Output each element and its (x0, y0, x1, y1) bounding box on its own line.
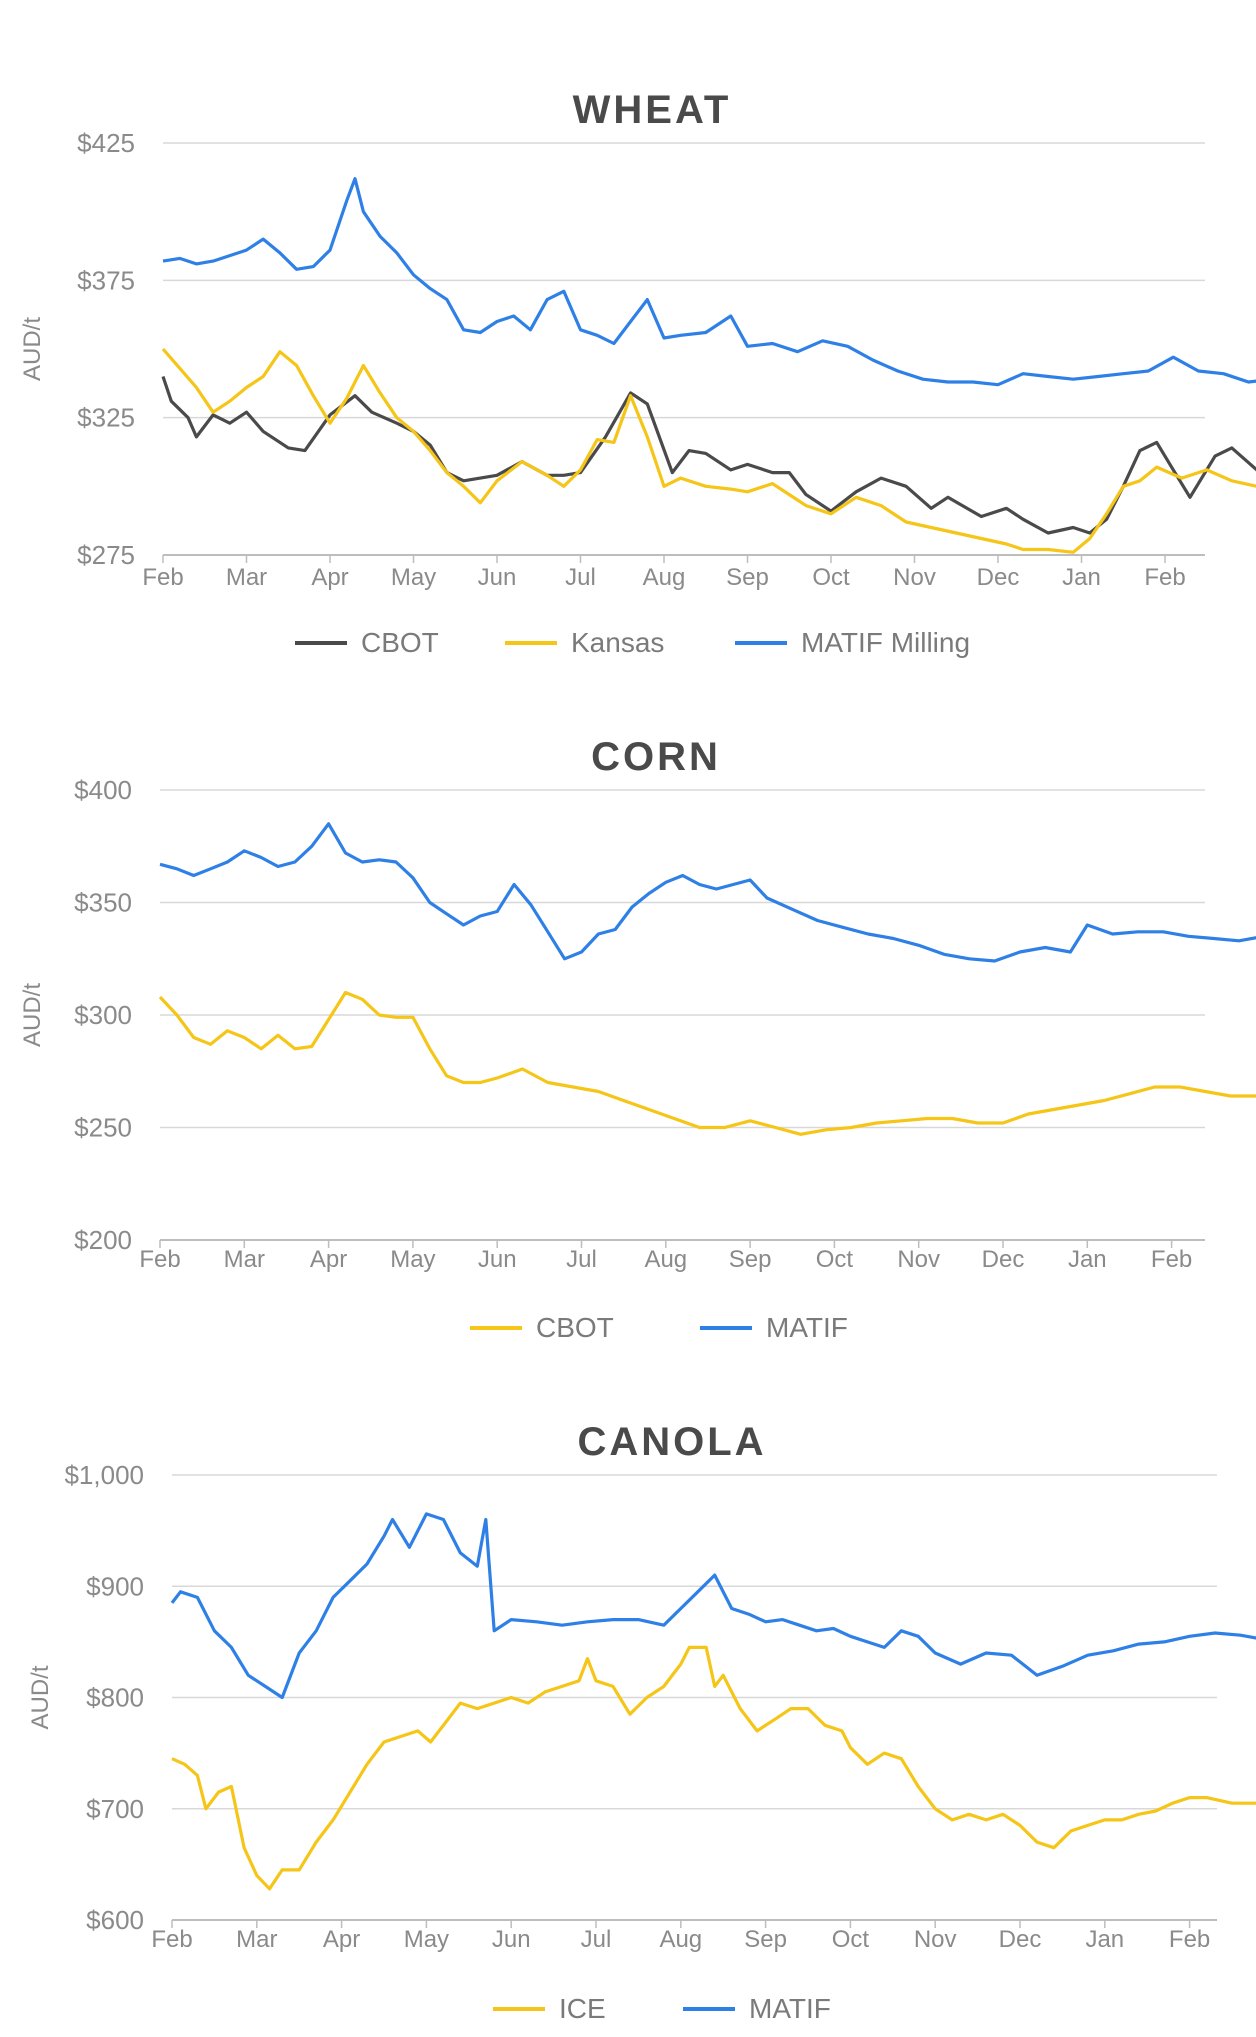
x-tick-label: Mar (236, 1926, 277, 1953)
legend-label: MATIF (749, 1993, 831, 2024)
x-tick-label: Feb (1144, 564, 1185, 591)
y-tick-label: $400 (74, 775, 132, 805)
y-tick-label: $800 (86, 1683, 144, 1713)
x-tick-label: Dec (977, 564, 1020, 591)
series-line-kansas (161, 347, 1256, 554)
chart-title: CANOLA (577, 1420, 766, 1464)
x-tick-label: Oct (816, 1246, 854, 1273)
x-tick-label: Jun (478, 564, 517, 591)
chart-title: WHEAT (573, 88, 732, 132)
x-tick-label: Nov (893, 564, 936, 591)
x-tick-label: Nov (914, 1926, 957, 1953)
chart-corn: CORN $400 $350 $300 $250 $200 AUD/t Feb Mar Apr Ma… (19, 735, 1256, 1343)
y-tick-label: $350 (74, 888, 132, 918)
x-tick-label: Oct (832, 1926, 870, 1953)
legend-label: CBOT (536, 1312, 614, 1343)
x-tick-label: Aug (659, 1926, 702, 1953)
y-tick-label: $200 (74, 1225, 132, 1255)
x-tick-label: May (390, 1246, 435, 1273)
y-tick-label: $425 (77, 128, 135, 158)
x-tick-label: Feb (1169, 1926, 1210, 1953)
chart-title: CORN (591, 735, 721, 779)
y-tick-label: $275 (77, 540, 135, 570)
series-line-cbot (158, 990, 1256, 1136)
x-tick-label: Jan (1062, 564, 1101, 591)
series-line-matif (159, 822, 1256, 963)
series-line-ice (171, 1645, 1256, 1891)
y-tick-label: $600 (86, 1905, 144, 1935)
y-tick-label: $300 (74, 1000, 132, 1030)
y-tick-label: $1,000 (64, 1460, 144, 1490)
legend-label: ICE (559, 1993, 606, 2024)
x-tick-label: Mar (226, 564, 267, 591)
y-tick-label: $700 (86, 1794, 144, 1824)
x-tick-label: Nov (897, 1246, 940, 1273)
x-tick-label: Feb (142, 564, 183, 591)
y-tick-label: $250 (74, 1113, 132, 1143)
x-tick-label: Aug (644, 1246, 687, 1273)
x-tick-label: Jul (581, 1926, 612, 1953)
x-tick-label: Feb (151, 1926, 192, 1953)
legend-label: MATIF (766, 1312, 848, 1343)
x-tick-label: Jul (566, 1246, 597, 1273)
y-tick-label: $325 (77, 403, 135, 433)
x-tick-label: Jun (478, 1246, 517, 1273)
series-line-matif (170, 1512, 1256, 1700)
chart-wheat: WHEAT $425 $375 $325 $275 AUD/t Feb Mar Apr May Ju… (19, 88, 1256, 658)
x-tick-label: Jun (492, 1926, 531, 1953)
x-tick-label: Apr (311, 564, 348, 591)
x-tick-label: Dec (999, 1926, 1042, 1953)
x-tick-label: Feb (139, 1246, 180, 1273)
y-axis-label: AUD/t (19, 317, 46, 381)
legend-label: MATIF Milling (801, 627, 970, 658)
y-tick-label: $900 (86, 1571, 144, 1601)
x-tick-label: Sep (744, 1926, 787, 1953)
legend-label: CBOT (361, 627, 439, 658)
x-tick-label: Feb (1151, 1246, 1192, 1273)
series-line-matif-milling (162, 177, 1256, 387)
x-tick-label: May (404, 1926, 449, 1953)
legend-label: Kansas (571, 627, 664, 658)
y-axis-label: AUD/t (19, 983, 46, 1047)
x-tick-label: Jan (1085, 1926, 1124, 1953)
x-tick-label: Jul (565, 564, 596, 591)
x-tick-label: Sep (726, 564, 769, 591)
chart-canola: CANOLA $1,000 $900 $800 $700 $600 AUD/t Feb Mar A… (27, 1420, 1256, 2024)
x-tick-label: Aug (643, 564, 686, 591)
y-tick-label: $375 (77, 265, 135, 295)
series-line-cbot (161, 375, 1256, 535)
y-axis-label: AUD/t (27, 1665, 54, 1729)
x-tick-label: Apr (310, 1246, 347, 1273)
x-tick-label: May (391, 564, 436, 591)
x-tick-label: Oct (812, 564, 850, 591)
x-tick-label: Jan (1068, 1246, 1107, 1273)
x-tick-label: Apr (323, 1926, 360, 1953)
x-tick-label: Dec (982, 1246, 1025, 1273)
x-tick-label: Mar (224, 1246, 265, 1273)
x-tick-label: Sep (729, 1246, 772, 1273)
